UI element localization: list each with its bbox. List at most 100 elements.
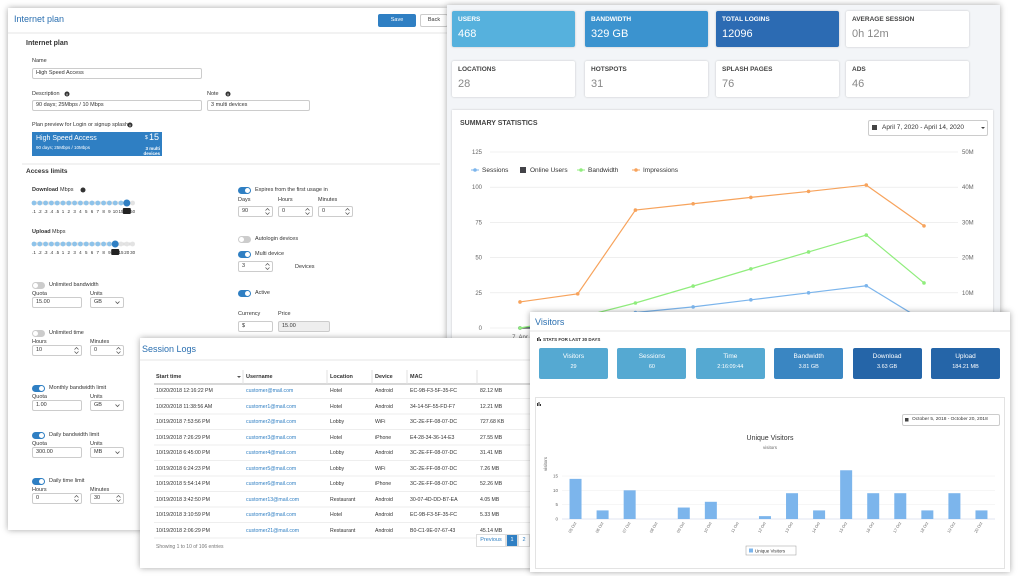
input[interactable]: 3 multi devices: [207, 100, 310, 111]
table-cell[interactable]: customer4@mail.com: [246, 450, 297, 456]
table-cell: 52.26 MB: [480, 481, 503, 487]
input[interactable]: GB: [90, 400, 124, 411]
toggle[interactable]: [238, 251, 251, 258]
pagination-button[interactable]: Previous: [476, 534, 506, 547]
table-cell[interactable]: customer13@mail.com: [246, 496, 300, 503]
table-cell[interactable]: customer9@mail.com: [246, 512, 297, 518]
spinner[interactable]: [74, 494, 79, 503]
slider-step: [107, 200, 112, 206]
toggle[interactable]: [238, 290, 251, 297]
toggle-label: Daily bandwidth limit: [49, 432, 100, 438]
toggle-label: Multi device: [255, 251, 285, 257]
pagination-button[interactable]: 1: [506, 534, 518, 547]
input[interactable]: High Speed Access: [32, 68, 202, 79]
table-cell: 3C-2E-FF-08-07-DC: [410, 465, 457, 472]
toggle[interactable]: [32, 282, 45, 289]
pagination-button[interactable]: 2: [518, 534, 530, 547]
toggle-label: Autologin devices: [255, 236, 299, 242]
input[interactable]: 0: [90, 345, 124, 356]
table-cell[interactable]: customer5@mail.com: [246, 465, 297, 472]
table-cell: iPhone: [375, 434, 392, 441]
date-range-button[interactable]: April 7, 2020 - April 14, 2020: [868, 120, 988, 136]
table-cell[interactable]: customer21@mail.com: [246, 527, 300, 534]
table-cell: 31.41 MB: [480, 450, 503, 456]
input[interactable]: 15.00: [32, 297, 82, 308]
input[interactable]: 0: [278, 206, 313, 217]
toggle-knob: [33, 331, 38, 336]
toggle[interactable]: [32, 330, 45, 337]
input[interactable]: 0: [32, 493, 82, 504]
table-cell: 727.68 KB: [480, 419, 505, 425]
back-button[interactable]: Back: [420, 14, 448, 27]
input[interactable]: 90: [238, 206, 273, 217]
input[interactable]: 3: [238, 261, 273, 272]
table-cell: 34-14-5F-55-FD-F7: [410, 403, 455, 410]
input[interactable]: GB: [90, 297, 124, 308]
slider-step: [130, 200, 136, 206]
input[interactable]: 10: [32, 345, 82, 356]
input[interactable]: 0: [318, 206, 353, 217]
table-cell: WiFi: [375, 419, 386, 425]
slider-tick-label: 15: [118, 250, 124, 255]
spinner[interactable]: [265, 262, 270, 271]
save-button[interactable]: Save: [378, 14, 416, 27]
table-cell: 3C-2E-FF-08-07-DC: [410, 450, 457, 456]
table-cell: EC-9B-F3-5F-35-FC: [410, 512, 457, 518]
spinner[interactable]: [265, 207, 270, 216]
select-chevron[interactable]: [115, 401, 120, 410]
table-cell[interactable]: customer6@mail.com: [246, 481, 297, 487]
select-chevron[interactable]: [115, 448, 120, 457]
stat-box-label: Time: [723, 353, 738, 360]
table-cell[interactable]: customer2@mail.com: [246, 419, 297, 425]
table-cell: Hotel: [330, 388, 343, 394]
slider-unit: Mbps: [60, 187, 74, 193]
date-range-button[interactable]: October 5, 2018 - October 20, 2018: [902, 414, 1000, 426]
field-label: Plan preview for Login or signup splash: [32, 122, 129, 128]
table-cell: 10/19/2018 6:45:00 PM: [156, 450, 210, 456]
spinner[interactable]: [74, 346, 79, 355]
input[interactable]: 1.00: [32, 400, 82, 411]
slider-tick-label: .2: [38, 250, 42, 255]
spinner[interactable]: [116, 346, 121, 355]
preview-devices: 3 multi devices: [143, 146, 160, 156]
input[interactable]: 90 days; 25Mbps / 10 Mbps: [32, 100, 202, 111]
input[interactable]: $: [238, 321, 273, 332]
field-label: Hours: [32, 339, 47, 345]
preview-name: High Speed Access: [36, 135, 97, 142]
table-cell[interactable]: customer3@mail.com: [246, 434, 297, 441]
stat-card: [716, 61, 839, 97]
spinner[interactable]: [305, 207, 310, 216]
toggle[interactable]: [32, 478, 45, 485]
toggle[interactable]: [32, 385, 45, 392]
slider-tick-label: .5: [55, 209, 59, 214]
spinner[interactable]: [116, 494, 121, 503]
table-cell: Android: [375, 450, 393, 456]
field-label: Quota: [32, 441, 47, 447]
stat-card: [452, 11, 575, 47]
spinner[interactable]: [345, 207, 350, 216]
field-label: Quota: [32, 394, 47, 400]
slider-step: [124, 200, 130, 206]
slider-step: [83, 200, 89, 206]
table-cell: 82.12 MB: [480, 388, 503, 394]
toggle[interactable]: [238, 187, 251, 194]
toggle[interactable]: [32, 432, 45, 439]
stat-box-value: 3.63 GB: [877, 364, 898, 370]
input[interactable]: 30: [90, 493, 124, 504]
column-header: MAC: [410, 374, 423, 380]
slider-unit: Mbps: [52, 229, 66, 235]
field-label: Units: [90, 394, 103, 400]
dashboard-panel: USERS 468 BANDWIDTH 329 GB TOTAL LOGINS 12096…: [447, 5, 1000, 345]
input[interactable]: MB: [90, 447, 124, 458]
table-cell[interactable]: customer@mail.com: [246, 388, 294, 394]
chart-icon: [538, 337, 540, 341]
slider-tick-label: .3: [44, 209, 48, 214]
input[interactable]: 300.00: [32, 447, 82, 458]
select-chevron[interactable]: [115, 298, 120, 307]
slider-step: [101, 241, 106, 247]
table-cell[interactable]: customer1@mail.com: [246, 403, 297, 410]
toggle[interactable]: [238, 236, 251, 243]
slider-tick-label: 15: [118, 209, 124, 214]
stat-card-label: AVERAGE SESSION: [852, 16, 915, 23]
stat-card-value: 468: [458, 28, 477, 40]
